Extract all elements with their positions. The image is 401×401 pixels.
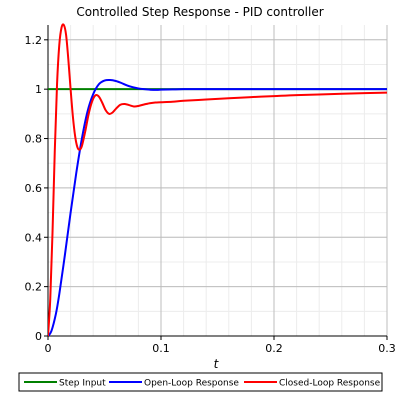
y-tick-label: 0.4 xyxy=(25,231,43,244)
legend-item-closed-loop-response: Closed-Loop Response xyxy=(244,379,381,389)
y-tick-label: 1 xyxy=(35,83,42,96)
y-tick-label: 0.6 xyxy=(25,182,43,195)
grid xyxy=(48,25,388,336)
chart-title: Controlled Step Response - PID controlle… xyxy=(76,5,323,19)
legend-item-step-input: Step Input xyxy=(24,379,106,389)
x-tick-label: 0.1 xyxy=(152,342,170,355)
legend-label: Step Input xyxy=(59,379,106,389)
legend: Step Input Open-Loop Response Closed-Loop … xyxy=(18,372,383,392)
legend-label: Closed-Loop Response xyxy=(279,379,381,389)
legend-box xyxy=(18,372,383,392)
legend-label: Open-Loop Response xyxy=(144,379,239,389)
x-tick-label: 0.3 xyxy=(378,342,396,355)
y-tick-label: 0.2 xyxy=(25,281,43,294)
y-tick-label: 0.8 xyxy=(25,133,43,146)
y-tick-label: 0 xyxy=(35,330,42,343)
plot-area xyxy=(48,23,387,336)
y-tick-label: 1.2 xyxy=(25,34,43,47)
open-loop-response-line xyxy=(48,78,387,336)
axes: 0 0.1 0.2 0.3 0 0.2 0.4 0.6 0.8 1 1.2 xyxy=(25,25,396,355)
x-tick-label: 0.2 xyxy=(265,342,283,355)
x-axis-label: t xyxy=(214,357,220,371)
closed-loop-response-line xyxy=(48,23,387,336)
legend-item-open-loop-response: Open-Loop Response xyxy=(109,379,239,389)
x-tick-label: 0 xyxy=(45,342,52,355)
